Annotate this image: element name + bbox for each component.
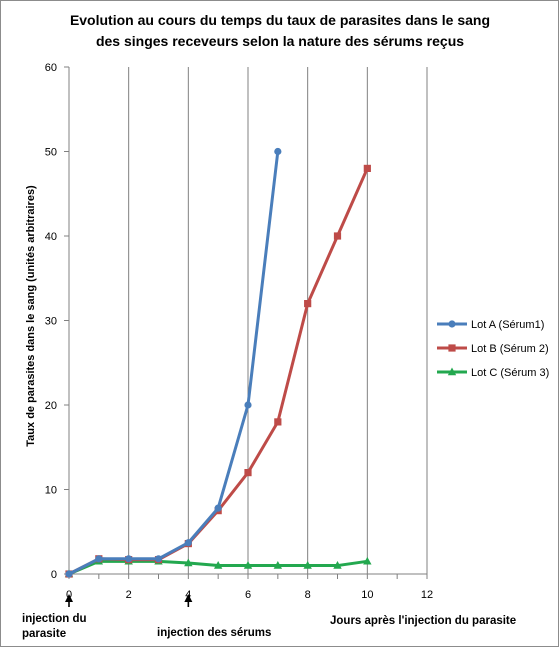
y-tick-label: 30 — [45, 316, 57, 328]
x-tick-label: 2 — [126, 589, 132, 601]
data-point — [184, 539, 192, 547]
serum-injection-annotation: injection des sérums — [157, 627, 272, 639]
data-point — [214, 504, 222, 512]
data-point — [274, 147, 282, 156]
legend-marker — [447, 367, 457, 376]
legend-item: Lot C (Sérum 3) — [437, 367, 549, 379]
data-point — [243, 561, 253, 569]
parasite-injection-arrow-icon — [65, 594, 73, 607]
parasite-injection-label-line-1: injection du — [22, 613, 87, 625]
y-tick-label: 40 — [45, 231, 57, 243]
data-point — [154, 555, 163, 563]
legend-label: Lot A (Sérum1) — [471, 319, 544, 331]
serum-injection-arrow-icon — [184, 594, 193, 607]
data-point — [244, 401, 252, 409]
y-axis-label: Taux de parasites dans le sang (unités a… — [25, 185, 37, 447]
y-tick-labels: 0 10 20 30 40 50 60 — [45, 62, 57, 581]
data-point — [303, 561, 312, 569]
y-tick-label: 50 — [45, 147, 57, 159]
legend-marker — [448, 320, 456, 328]
y-tick-label: 10 — [45, 485, 57, 497]
parasite-injection-label-line-2: parasite — [22, 628, 67, 640]
data-point — [304, 300, 312, 308]
data-point — [244, 469, 252, 477]
legend-label: Lot C (Sérum 3) — [471, 367, 549, 379]
data-point — [273, 561, 283, 569]
x-tick-label: 8 — [305, 589, 311, 601]
y-tick-label: 20 — [45, 400, 57, 412]
series-line — [68, 151, 280, 576]
gridlines — [128, 67, 428, 574]
legend-item: Lot A (Sérum1) — [437, 319, 544, 331]
series-1 — [65, 147, 282, 578]
data-point — [363, 164, 371, 172]
data-point — [184, 558, 193, 567]
x-tick-label: 6 — [245, 589, 251, 601]
data-point — [363, 556, 372, 565]
data-point — [95, 555, 103, 563]
data-point — [213, 561, 223, 569]
data-point — [125, 555, 133, 563]
series-2 — [65, 164, 371, 578]
legend-marker — [448, 344, 456, 352]
y-tick-label: 60 — [45, 62, 57, 74]
chart-title-line-2: des singes receveurs selon la nature des… — [95, 33, 465, 49]
x-tick-labels: 024681012 — [66, 589, 433, 601]
chart-title: Evolution au cours du temps du taux de p… — [20, 10, 540, 52]
annotation-arrows — [65, 594, 193, 607]
x-axis-label: Jours après l'injection du parasite — [330, 615, 517, 627]
y-tick-label: 0 — [51, 569, 57, 581]
legend-item: Lot B (Sérum 2) — [437, 343, 549, 355]
x-tick-label: 12 — [421, 589, 433, 601]
axes — [64, 66, 428, 579]
data-point — [333, 232, 342, 240]
chart-title-line-1: Evolution au cours du temps du taux de p… — [69, 12, 491, 28]
parasite-injection-annotation: injection du parasite — [22, 612, 112, 642]
data-point — [65, 570, 73, 578]
x-tick-label: 10 — [361, 589, 373, 601]
legend: Lot A (Sérum1) Lot B (Sérum 2) Lot C (Séru… — [437, 319, 549, 379]
data-point — [274, 418, 282, 426]
data-point — [333, 561, 342, 569]
series-group — [64, 147, 372, 578]
legend-label: Lot B (Sérum 2) — [471, 343, 549, 355]
